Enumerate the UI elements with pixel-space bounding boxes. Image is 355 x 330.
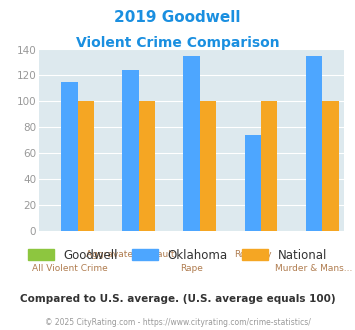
Bar: [61, 82, 78, 231]
Text: Violent Crime Comparison: Violent Crime Comparison: [76, 36, 279, 50]
Bar: [200, 101, 217, 231]
Bar: [122, 70, 139, 231]
Bar: [139, 101, 155, 231]
Bar: [78, 101, 94, 231]
Text: Rape: Rape: [180, 264, 203, 273]
Bar: [184, 56, 200, 231]
Text: Murder & Mans...: Murder & Mans...: [275, 264, 353, 273]
Bar: [322, 101, 339, 231]
Text: 2019 Goodwell: 2019 Goodwell: [114, 10, 241, 25]
Bar: [245, 135, 261, 231]
Text: © 2025 CityRating.com - https://www.cityrating.com/crime-statistics/: © 2025 CityRating.com - https://www.city…: [45, 318, 310, 327]
Text: All Violent Crime: All Violent Crime: [32, 264, 108, 273]
Legend: Goodwell, Oklahoma, National: Goodwell, Oklahoma, National: [23, 244, 332, 266]
Text: Compared to U.S. average. (U.S. average equals 100): Compared to U.S. average. (U.S. average …: [20, 294, 335, 304]
Text: Robbery: Robbery: [234, 250, 272, 259]
Bar: [306, 56, 322, 231]
Text: Aggravated Assault: Aggravated Assault: [86, 250, 175, 259]
Bar: [261, 101, 278, 231]
